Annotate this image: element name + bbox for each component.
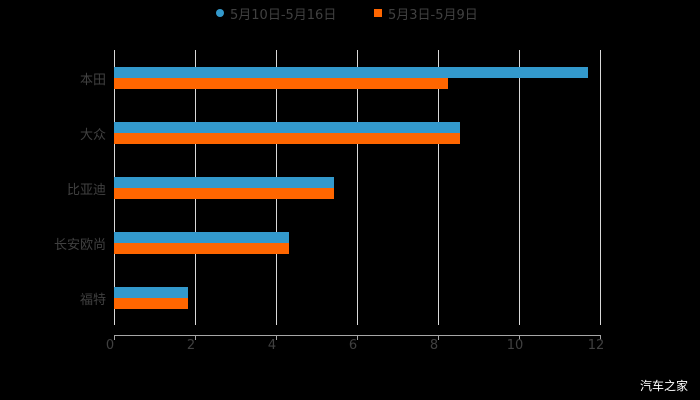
- x-axis-line: [114, 335, 601, 336]
- x-tick-label: 2: [186, 338, 196, 353]
- category-label: 比亚迪: [66, 182, 106, 198]
- bar-series-2[interactable]: [114, 132, 461, 144]
- axis-tick: [519, 335, 520, 340]
- bar-series-2[interactable]: [114, 242, 289, 254]
- watermark: 汽车之家: [639, 379, 688, 393]
- gridline: [519, 50, 520, 325]
- gridline: [357, 50, 358, 325]
- bar-series-1[interactable]: [114, 66, 588, 78]
- category-label: 福特: [79, 292, 106, 308]
- category-label: 本田: [79, 72, 106, 88]
- legend-item-series-1[interactable]: 5月10日-5月16日: [216, 4, 337, 23]
- axis-tick: [438, 335, 439, 340]
- chart-legend: 5月10日-5月16日 5月3日-5月9日: [0, 4, 700, 23]
- bar-series-1[interactable]: [114, 286, 189, 298]
- gridline: [600, 50, 601, 325]
- axis-tick: [600, 335, 601, 340]
- legend-label: 5月10日-5月16日: [230, 7, 337, 23]
- legend-label: 5月3日-5月9日: [388, 7, 478, 23]
- axis-tick: [195, 335, 196, 340]
- bar-series-2[interactable]: [114, 77, 449, 89]
- x-tick-label: 0: [105, 338, 115, 353]
- bar-series-1[interactable]: [114, 231, 289, 243]
- legend-circle-icon: [216, 9, 224, 17]
- x-tick-label: 12: [587, 338, 605, 353]
- legend-item-series-2[interactable]: 5月3日-5月9日: [374, 4, 478, 23]
- axis-tick: [114, 335, 115, 340]
- category-label: 大众: [79, 127, 106, 143]
- bar-series-1[interactable]: [114, 121, 461, 133]
- x-tick-label: 8: [429, 338, 439, 353]
- bar-series-1[interactable]: [114, 176, 334, 188]
- axis-tick: [357, 335, 358, 340]
- legend-square-icon: [374, 9, 382, 17]
- x-tick-label: 4: [267, 338, 277, 353]
- gridline: [438, 50, 439, 325]
- x-tick-label: 6: [348, 338, 358, 353]
- x-tick-label: 10: [506, 338, 524, 353]
- axis-tick: [276, 335, 277, 340]
- bar-series-2[interactable]: [114, 297, 189, 309]
- category-label: 长安欧尚: [53, 237, 106, 253]
- bar-series-2[interactable]: [114, 187, 334, 199]
